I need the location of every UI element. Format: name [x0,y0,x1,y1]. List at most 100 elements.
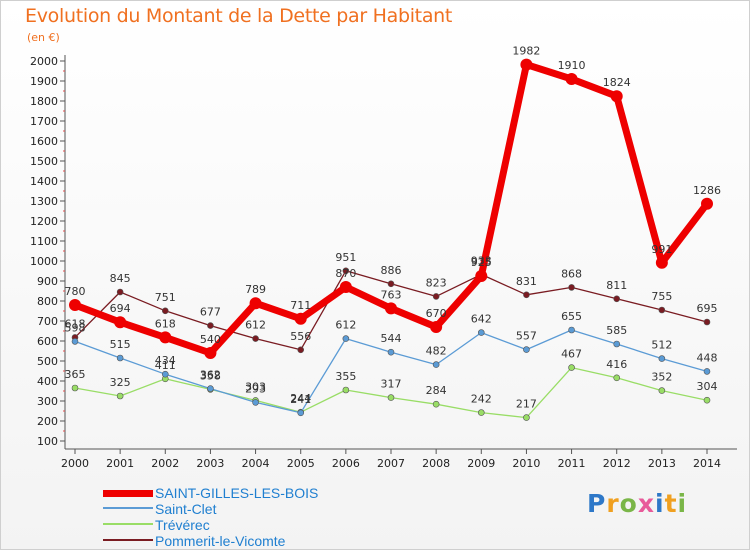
y-tick-label: 500 [37,355,58,368]
legend-label: SAINT-GILLES-LES-BOIS [155,485,319,501]
y-tick-label: 800 [37,295,58,308]
data-label: 612 [245,319,266,332]
data-label: 755 [651,290,672,303]
data-point [71,338,79,345]
x-tick-label: 2013 [648,457,676,470]
data-label: 512 [651,339,672,352]
data-point [252,335,259,342]
data-point [294,312,307,325]
data-label: 951 [335,251,356,264]
data-label: 780 [65,285,86,298]
x-tick-label: 2000 [61,457,89,470]
data-label: 448 [697,351,718,364]
data-point [475,270,488,282]
data-point [161,307,169,315]
data-label: 217 [516,398,537,411]
data-label: 325 [110,376,131,389]
x-tick-label: 2011 [558,457,586,470]
data-point [207,322,214,329]
data-point [387,280,395,288]
data-label: 670 [426,307,447,320]
y-tick-label: 900 [37,275,58,288]
x-tick-label: 2001 [106,457,134,470]
data-label: 991 [651,243,672,256]
data-label: 515 [110,338,131,351]
x-tick-label: 2008 [422,457,450,470]
x-tick-label: 2002 [151,457,179,470]
x-tick-label: 2003 [196,457,224,470]
legend-swatch [103,507,153,509]
data-label: 303 [245,380,266,393]
data-point [565,73,578,85]
data-point [701,197,713,210]
data-label: 677 [200,306,221,319]
data-label: 244 [290,392,311,405]
data-point [520,58,533,71]
data-point [71,384,79,392]
data-label: 789 [245,283,266,296]
y-tick-label: 1400 [30,175,58,188]
data-label: 411 [155,359,176,372]
data-point [523,346,530,353]
data-label: 365 [65,368,86,381]
data-point [523,414,530,421]
data-label: 763 [381,288,402,301]
y-tick-label: 1800 [30,95,58,108]
x-tick-label: 2006 [332,457,360,470]
data-point [655,256,668,269]
data-label: 585 [606,324,627,337]
data-label: 352 [651,371,672,384]
data-point [116,354,124,362]
data-point [249,297,262,310]
data-point [703,368,711,375]
data-label: 870 [335,267,356,280]
y-tick-label: 1200 [30,215,58,228]
data-label: 482 [426,345,447,358]
data-label: 317 [381,378,402,391]
data-point [568,364,575,371]
data-point [613,374,621,382]
data-point [432,361,440,368]
data-point [116,392,124,400]
data-point [432,400,440,408]
data-point [658,355,666,362]
y-tick-label: 1100 [30,235,58,248]
data-point [432,293,440,300]
data-point [613,295,621,303]
data-label: 655 [561,310,582,323]
legend-label: Trévérec [155,517,210,533]
y-tick-label: 100 [37,435,58,448]
data-point [568,326,575,334]
data-label: 642 [471,313,492,326]
data-label: 831 [516,275,537,288]
data-point [477,329,485,336]
data-point [204,347,217,359]
x-tick-label: 2010 [512,457,540,470]
data-point [703,396,711,404]
data-label: 933 [471,254,492,267]
legend-label: Pommerit-le-Vicomte [155,533,286,549]
data-point [161,370,169,378]
data-point [385,302,397,315]
chart-title: Evolution du Montant de la Dette par Hab… [25,5,453,27]
proxiti-logo: Proxiti [587,489,688,518]
legend-swatch [103,490,153,497]
y-tick-label: 200 [37,415,58,428]
data-label: 886 [381,264,402,277]
data-label: 358 [200,369,221,382]
data-label: 556 [290,330,311,343]
data-point [477,409,485,416]
y-tick-label: 1600 [30,135,58,148]
y-tick-label: 1300 [30,195,58,208]
data-label: 355 [335,370,356,383]
data-label: 598 [65,321,86,334]
data-point [159,331,172,344]
data-label: 362 [200,369,221,382]
data-label: 751 [155,291,176,304]
legend-swatch [103,523,153,525]
data-label: 284 [426,384,447,397]
y-tick-label: 1900 [30,75,58,88]
data-point [339,281,352,293]
data-label: 557 [516,330,537,343]
